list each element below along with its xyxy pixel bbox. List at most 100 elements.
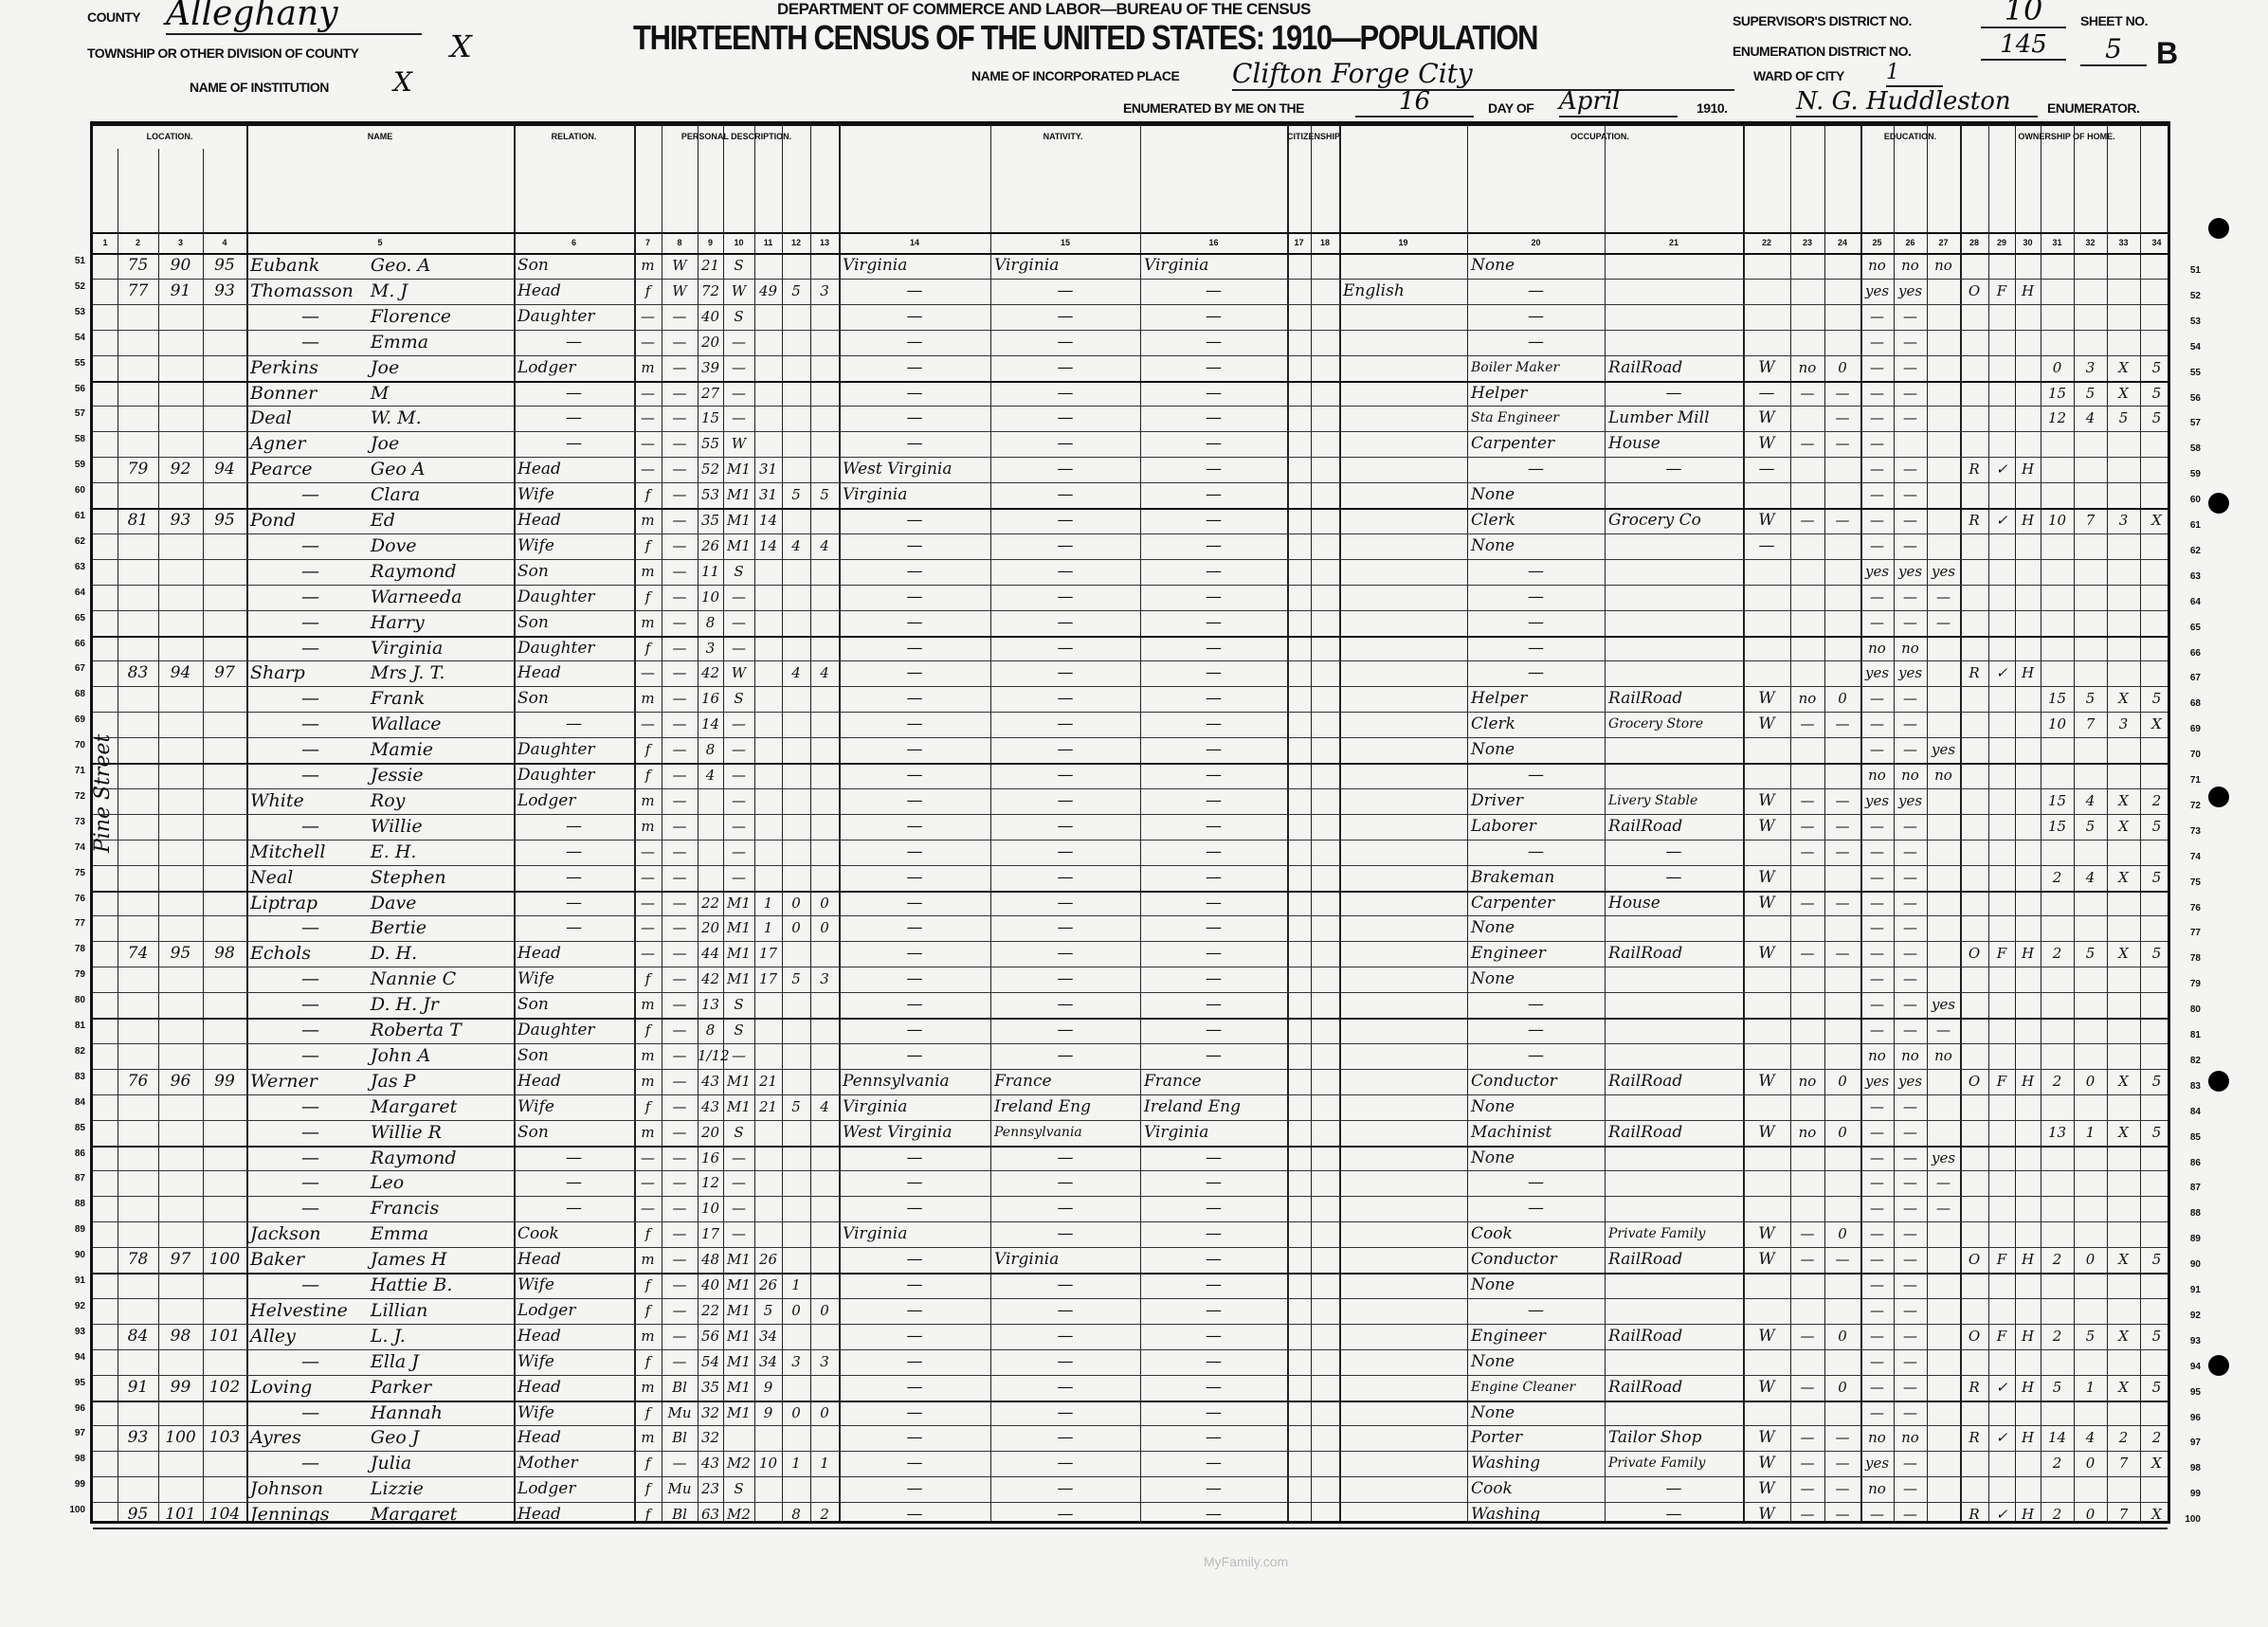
mother-bp-cell: — [1206,714,1222,734]
family-cell: 93 [214,280,235,300]
sex-cell: f [644,1455,651,1473]
age-cell: 42 [700,664,720,682]
age-cell: 10 [700,588,720,606]
relation-cell: Son [517,561,549,581]
line-number: 95 [2189,1386,2201,1398]
c33-cell: X [2118,690,2129,708]
write-cell: no [1901,1046,1919,1064]
yrs-married-cell: 34 [758,1352,778,1370]
relation-cell: — [566,867,582,887]
sex-cell: m [641,1072,655,1090]
binder-hole [2208,1355,2229,1376]
sex-cell: m [641,1429,655,1447]
c34-cell: 5 [2151,1251,2162,1269]
c34-cell: 5 [2151,690,2162,708]
father-bp-cell: France [994,1071,1052,1091]
marital-cell: M1 [727,1072,751,1090]
line-number: 99 [2189,1489,2201,1500]
father-bp-cell: — [1057,1428,1074,1448]
race-cell: — [672,588,687,606]
column-number-read: 25 [1872,238,1882,247]
row-divider [93,1502,2168,1504]
employer-cell: W [1758,1250,1775,1270]
line-number: 51 [2189,265,2201,276]
read-cell: yes [1864,281,1890,299]
own-cell: R [1969,1429,1980,1447]
own-cell: O [1968,1327,1981,1345]
read-cell: — [1870,461,1884,479]
given-name: Margaret [370,1504,458,1526]
race-cell: — [672,1021,687,1039]
read-cell: — [1870,817,1884,835]
read-cell: yes [1864,791,1890,809]
township-label: Township or other division of county [87,45,359,61]
own-cell: O [1968,281,1981,299]
occupation-cell: None [1471,1096,1515,1116]
yrs-married-cell: 31 [758,461,778,479]
employer-cell: W [1758,867,1775,887]
write-cell: — [1903,409,1917,427]
line-number: 89 [2189,1234,2201,1245]
given-name: L. J. [370,1325,406,1347]
write-cell: — [1903,1123,1917,1141]
line-number: 52 [74,280,85,292]
out-of-work-cell: — [1800,1480,1815,1498]
given-name: Jas P [370,1070,416,1092]
c32-cell: 0 [2085,1251,2096,1269]
line-number: 79 [2189,979,2201,990]
birthplace-cell: — [906,790,923,810]
marital-cell: S [734,257,744,274]
out-of-work-cell: — [1800,512,1815,529]
column-divider [1894,126,1895,1521]
industry-cell: RailRoad [1608,1122,1683,1142]
birthplace-cell: — [906,1428,923,1448]
occupation-cell: — [1528,1045,1544,1065]
given-name: Clara [370,484,421,506]
surname: — [300,917,319,939]
line-number: 92 [2189,1310,2201,1321]
relation-cell: Lodger [517,1300,576,1320]
column-number-c34: 34 [2151,238,2162,247]
line-number: 83 [2189,1080,2201,1092]
given-name: Willie [370,815,423,837]
employer-cell: — [1758,460,1775,479]
row-divider [93,686,2168,688]
read-cell: no [1868,1429,1886,1447]
read-cell: no [1868,257,1886,274]
relation-cell: Wife [517,1275,554,1294]
surname: Mitchell [250,841,326,862]
relation-cell: Head [517,1428,561,1448]
write-cell: yes [1897,664,1923,682]
given-name: D. H. Jr [370,994,439,1016]
county-value: Alleghany [166,0,422,35]
house-cell: 81 [127,511,149,530]
read-cell: yes [1864,664,1890,682]
birthplace-cell: — [906,383,923,403]
relation-cell: Daughter [517,587,595,606]
write-cell: — [1903,741,1917,759]
age-cell: 42 [700,970,720,988]
age-cell: 14 [700,715,720,733]
birthplace-cell: Virginia [843,256,908,275]
line-number: 87 [2189,1183,2201,1194]
born-cell: 1 [791,1455,801,1473]
school-cell: — [1936,1200,1950,1218]
sex-cell: m [641,613,655,631]
column-divider [1824,126,1825,1521]
family-cell: 99 [214,1071,235,1091]
out-of-work-cell: — [1800,791,1815,809]
birthplace-cell: — [906,944,923,964]
column-number-own: 28 [1969,238,1979,247]
occupation-cell: Clerk [1471,714,1515,734]
header-bottom-rule [93,253,2168,255]
line-number: 73 [74,816,85,827]
sex-cell: — [641,945,655,963]
age-cell: 44 [700,945,720,963]
column-number-c32: 32 [2085,238,2096,247]
born-cell: 5 [791,281,801,299]
sex-cell: m [641,1327,655,1345]
yrs-married-cell: 49 [758,281,778,299]
line-number: 51 [74,256,85,266]
father-bp-cell: — [1057,816,1074,836]
c32-cell: 0 [2085,1072,2096,1090]
